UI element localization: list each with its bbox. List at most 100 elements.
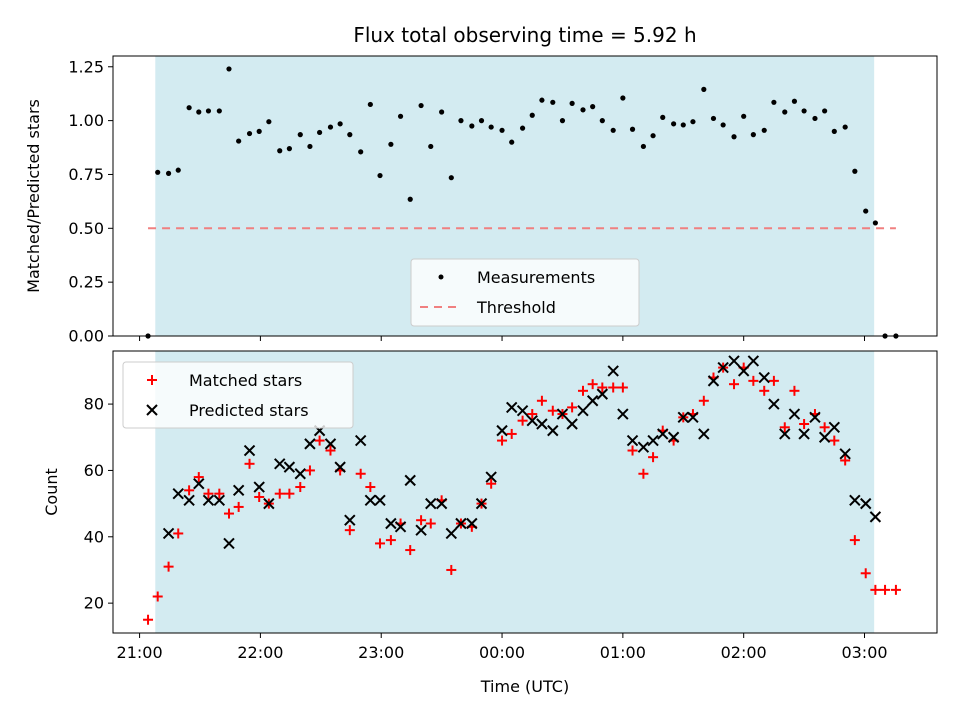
measurement-point [469, 123, 475, 129]
predicted-star-point [193, 477, 205, 490]
predicted-star-point [455, 517, 467, 530]
matched-star-point [244, 458, 255, 469]
measurement-point [175, 167, 181, 173]
matched-star-point [890, 584, 901, 595]
measurement-point [277, 148, 283, 154]
predicted-star-point [818, 431, 831, 443]
measurement-point [297, 132, 303, 138]
predicted-star-point [647, 434, 659, 447]
predicted-star-point [626, 434, 639, 447]
predicted-star-point [869, 511, 882, 523]
y-tick-label: 0.00 [68, 327, 104, 346]
measurement-point [590, 104, 596, 110]
predicted-star-point [253, 481, 265, 493]
matched-star-point [254, 491, 265, 502]
measurement-point [205, 108, 212, 114]
legend-cross-glyph [146, 404, 158, 416]
measurement-point [196, 109, 202, 115]
measurement-point [388, 141, 394, 147]
predicted-star-point [698, 428, 710, 440]
measurement-point [529, 112, 535, 118]
predicted-star-point [213, 494, 226, 507]
predicted-star-point [162, 527, 175, 540]
y-tick-label: 80 [84, 395, 104, 414]
predicted-star-point [747, 355, 760, 367]
matched-star-point [597, 382, 608, 393]
measurement-point [650, 133, 656, 139]
predicted-star-point [809, 411, 821, 424]
measurement-point [439, 109, 445, 115]
predicted-star-point [798, 428, 810, 440]
matched-star-point [193, 472, 204, 483]
measurement-point [236, 138, 242, 144]
count-axes-frame [112, 350, 938, 634]
predicted-star-point [283, 461, 296, 473]
predicted-star-point [828, 421, 841, 434]
y-tick-label: 0.25 [68, 273, 104, 292]
matched-star-point [547, 405, 558, 416]
matched-star-point [233, 501, 244, 512]
count-y-axis-label: Count [42, 468, 61, 516]
measurement-point [782, 109, 788, 115]
predicted-star-point [223, 537, 235, 550]
matched-star-point [768, 375, 779, 386]
matched-star-point [173, 528, 184, 539]
predicted-star-point [475, 497, 488, 510]
ratio-axes-frame [112, 55, 938, 337]
matched-star-point [184, 485, 195, 496]
measurement-point [246, 130, 253, 137]
measurement-point [771, 99, 777, 105]
predicted-star-point [556, 408, 569, 420]
measurement-point [407, 196, 413, 202]
measurement-point [872, 220, 878, 226]
predicted-star-point [717, 361, 729, 374]
matched-star-point [849, 535, 860, 546]
predicted-star-point [232, 484, 245, 497]
measurement-point [710, 115, 717, 122]
measurement-point [256, 128, 262, 134]
predicted-star-point [445, 527, 458, 540]
y-tick-label: 20 [84, 594, 104, 613]
predicted-star-point [354, 434, 367, 447]
predicted-star-point [849, 494, 861, 507]
x-tick-label: 01:00 [600, 643, 646, 662]
predicted-star-point [243, 444, 256, 457]
measurement-point [499, 127, 505, 133]
chart-title: Flux total observing time = 5.92 h [353, 23, 696, 47]
measurement-point [317, 129, 323, 136]
measurement-point [266, 119, 272, 125]
matched-star-point [344, 525, 355, 536]
matched-star-point [829, 435, 840, 446]
predicted-star-point [586, 395, 599, 407]
legend-predicted-marker [146, 404, 158, 416]
measurement-point [377, 172, 383, 179]
count-x-ticks: 21:00 22:00 23:00 00:00 01:00 02:00 03:00 [117, 633, 888, 662]
predicted-star-point [415, 524, 427, 536]
predicted-star-point [364, 494, 377, 507]
measurement-point [731, 134, 737, 140]
predicted-star-point [617, 408, 629, 420]
measurement-point [629, 126, 636, 132]
predicted-star-point [294, 468, 306, 480]
matched-star-point [567, 402, 578, 413]
measurement-point [458, 118, 464, 124]
matched-star-point [325, 445, 336, 456]
x-tick-label: 22:00 [237, 643, 283, 662]
matched-star-point [608, 382, 619, 393]
measurement-point [367, 101, 373, 108]
matched-star-point [779, 422, 790, 433]
ratio-y-ticks: 0.00 0.25 0.50 0.75 1.00 1.25 [68, 57, 113, 346]
predicted-star-point [607, 365, 619, 377]
y-tick-label: 40 [84, 527, 104, 546]
matched-star-point [405, 545, 416, 556]
x-tick-label: 02:00 [721, 643, 767, 662]
predicted-star-point [536, 418, 548, 430]
count-legend: Matched stars Predicted stars [122, 361, 354, 429]
predicted-star-point [425, 497, 437, 510]
matched-star-point [314, 435, 325, 446]
legend-threshold-label: Threshold [476, 298, 556, 317]
measurement-point [822, 108, 828, 114]
measurement-point [580, 107, 586, 113]
matched-star-point [870, 584, 881, 595]
